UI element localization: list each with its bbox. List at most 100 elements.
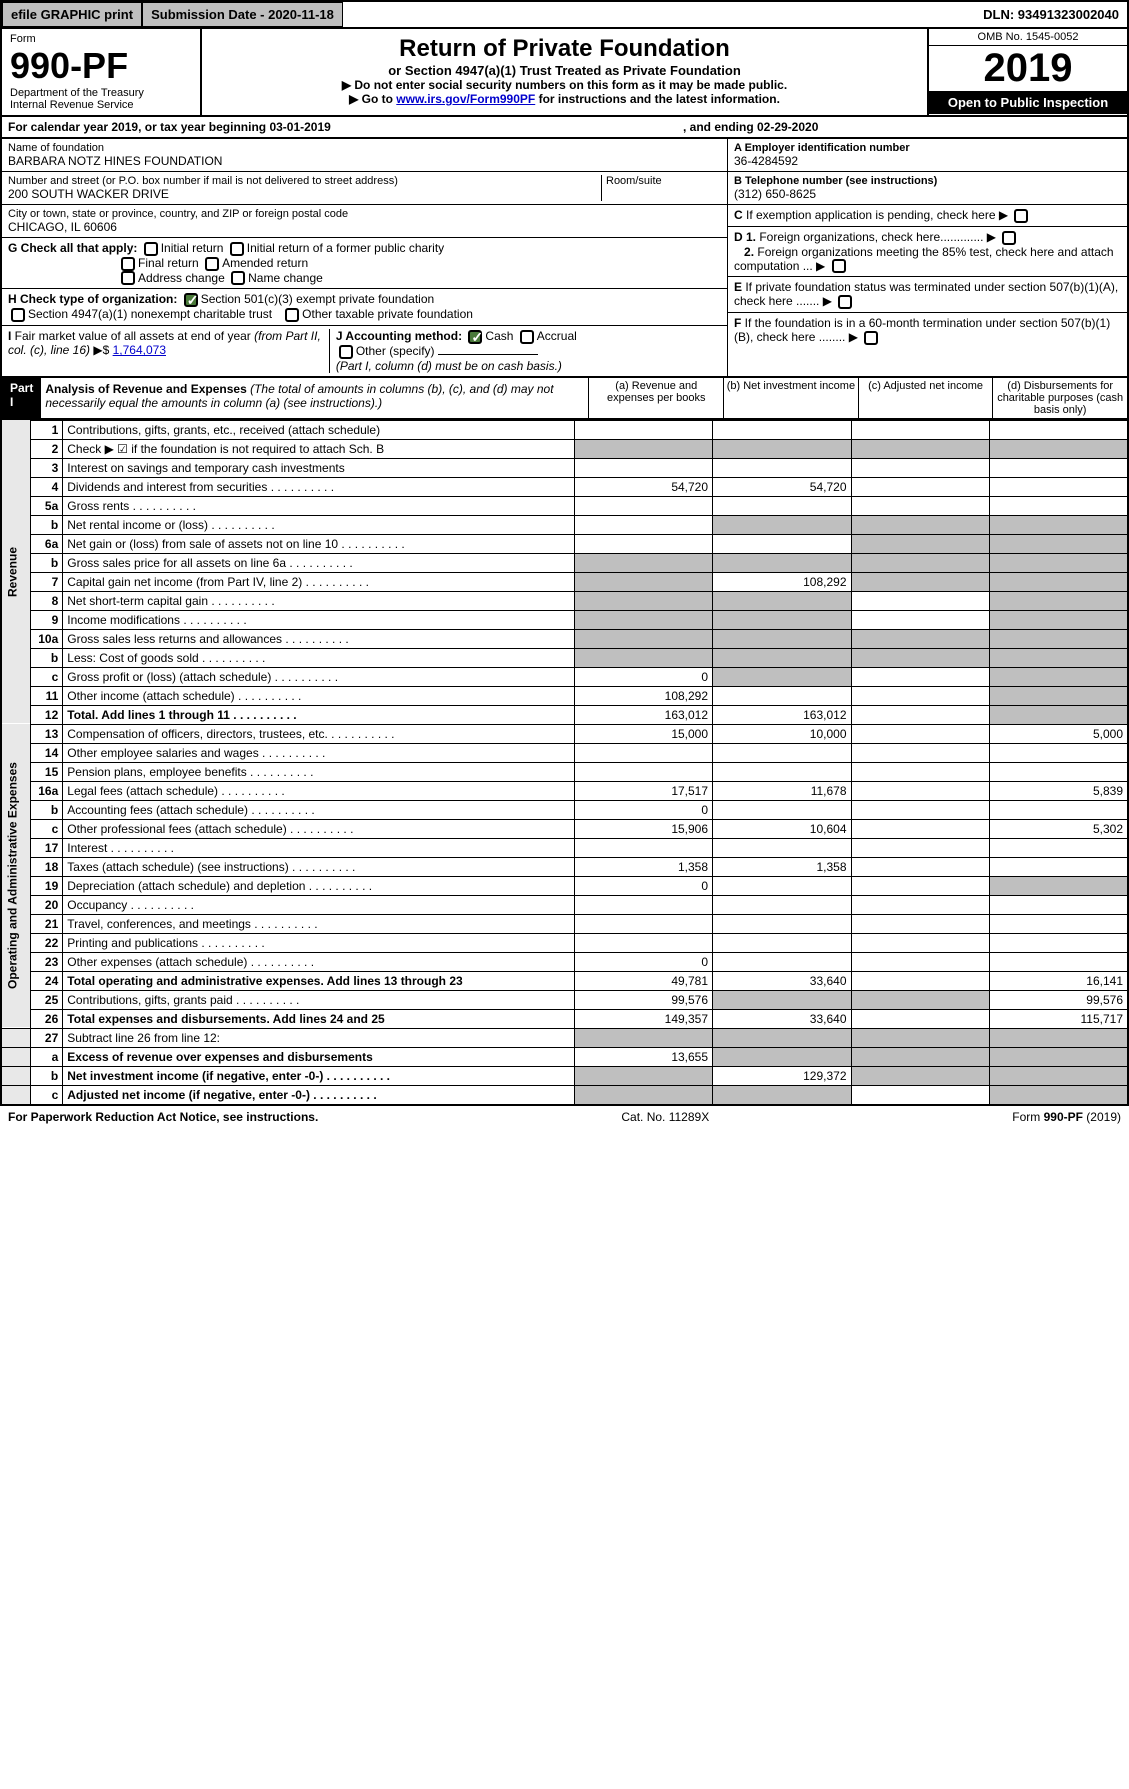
table-row: cGross profit or (loss) (attach schedule… bbox=[1, 667, 1128, 686]
value-cell bbox=[851, 667, 989, 686]
d-row: D 1. Foreign organizations, check here..… bbox=[728, 227, 1127, 278]
line-number: 16a bbox=[31, 781, 63, 800]
table-row: 5aGross rents bbox=[1, 496, 1128, 515]
table-row: 20Occupancy bbox=[1, 895, 1128, 914]
line-desc: Adjusted net income (if negative, enter … bbox=[63, 1085, 574, 1105]
501c3-checkbox[interactable] bbox=[184, 293, 198, 307]
addr-row: Number and street (or P.O. box number if… bbox=[2, 172, 727, 205]
value-cell bbox=[851, 591, 989, 610]
line-desc: Gross profit or (loss) (attach schedule) bbox=[63, 667, 574, 686]
line-desc: Accounting fees (attach schedule) bbox=[63, 800, 574, 819]
table-row: 4Dividends and interest from securities5… bbox=[1, 477, 1128, 496]
table-row: 23Other expenses (attach schedule)0 bbox=[1, 952, 1128, 971]
value-cell bbox=[851, 1028, 989, 1047]
table-row: 9Income modifications bbox=[1, 610, 1128, 629]
value-cell bbox=[851, 914, 989, 933]
value-cell bbox=[713, 933, 851, 952]
value-cell: 1,358 bbox=[713, 857, 851, 876]
value-cell bbox=[989, 838, 1128, 857]
line-desc: Net rental income or (loss) bbox=[63, 515, 574, 534]
line-desc: Interest bbox=[63, 838, 574, 857]
value-cell bbox=[574, 648, 712, 667]
efile-btn[interactable]: efile GRAPHIC print bbox=[2, 2, 142, 27]
header-right: OMB No. 1545-0052 2019 Open to Public In… bbox=[927, 29, 1127, 115]
value-cell bbox=[989, 1028, 1128, 1047]
initial-former-checkbox[interactable] bbox=[230, 242, 244, 256]
value-cell: 11,678 bbox=[713, 781, 851, 800]
d2-checkbox[interactable] bbox=[832, 259, 846, 273]
table-row: 25Contributions, gifts, grants paid99,57… bbox=[1, 990, 1128, 1009]
amended-checkbox[interactable] bbox=[205, 257, 219, 271]
value-cell: 99,576 bbox=[574, 990, 712, 1009]
value-cell: 17,517 bbox=[574, 781, 712, 800]
value-cell bbox=[989, 800, 1128, 819]
table-row: aExcess of revenue over expenses and dis… bbox=[1, 1047, 1128, 1066]
value-cell: 13,655 bbox=[574, 1047, 712, 1066]
value-cell bbox=[574, 1066, 712, 1085]
value-cell bbox=[851, 743, 989, 762]
line-desc: Total. Add lines 1 through 11 bbox=[63, 705, 574, 724]
value-cell bbox=[851, 781, 989, 800]
value-cell bbox=[574, 496, 712, 515]
footer-mid: Cat. No. 11289X bbox=[621, 1110, 709, 1124]
value-cell: 49,781 bbox=[574, 971, 712, 990]
table-row: 3Interest on savings and temporary cash … bbox=[1, 458, 1128, 477]
line-number: 14 bbox=[31, 743, 63, 762]
line-number: b bbox=[31, 800, 63, 819]
4947-checkbox[interactable] bbox=[11, 308, 25, 322]
value-cell bbox=[574, 591, 712, 610]
tel-value: (312) 650-8625 bbox=[734, 187, 1121, 201]
irs-link[interactable]: www.irs.gov/Form990PF bbox=[396, 92, 535, 106]
c-checkbox[interactable] bbox=[1014, 209, 1028, 223]
f-row: F If the foundation is in a 60-month ter… bbox=[728, 313, 1127, 348]
value-cell bbox=[989, 743, 1128, 762]
d1-checkbox[interactable] bbox=[1002, 231, 1016, 245]
note2: ▶ Go to www.irs.gov/Form990PF for instru… bbox=[208, 92, 921, 106]
initial-checkbox[interactable] bbox=[144, 242, 158, 256]
tel-row: B Telephone number (see instructions) (3… bbox=[728, 172, 1127, 205]
value-cell bbox=[713, 952, 851, 971]
value-cell: 15,000 bbox=[574, 724, 712, 743]
value-cell: 10,000 bbox=[713, 724, 851, 743]
value-cell bbox=[851, 800, 989, 819]
identity-right: A Employer identification number 36-4284… bbox=[727, 139, 1127, 376]
fmv-link[interactable]: 1,764,073 bbox=[113, 343, 166, 357]
value-cell bbox=[713, 591, 851, 610]
submission-btn[interactable]: Submission Date - 2020-11-18 bbox=[142, 2, 343, 27]
accrual-checkbox[interactable] bbox=[520, 330, 534, 344]
line-desc: Gross sales price for all assets on line… bbox=[63, 553, 574, 572]
value-cell bbox=[574, 629, 712, 648]
table-row: 8Net short-term capital gain bbox=[1, 591, 1128, 610]
value-cell bbox=[713, 420, 851, 439]
final-checkbox[interactable] bbox=[121, 257, 135, 271]
value-cell bbox=[851, 629, 989, 648]
line-number: c bbox=[31, 667, 63, 686]
f-checkbox[interactable] bbox=[864, 331, 878, 345]
addr-change-checkbox[interactable] bbox=[121, 271, 135, 285]
value-cell bbox=[713, 553, 851, 572]
value-cell bbox=[989, 477, 1128, 496]
value-cell bbox=[851, 572, 989, 591]
value-cell bbox=[713, 667, 851, 686]
value-cell bbox=[989, 439, 1128, 458]
e-row: E If private foundation status was termi… bbox=[728, 277, 1127, 313]
e-checkbox[interactable] bbox=[838, 295, 852, 309]
table-row: 11Other income (attach schedule)108,292 bbox=[1, 686, 1128, 705]
col-c-header: (c) Adjusted net income bbox=[858, 378, 993, 418]
cash-checkbox[interactable] bbox=[468, 330, 482, 344]
value-cell bbox=[713, 762, 851, 781]
value-cell bbox=[713, 458, 851, 477]
line-number: 18 bbox=[31, 857, 63, 876]
value-cell: 16,141 bbox=[989, 971, 1128, 990]
col-b-header: (b) Net investment income bbox=[723, 378, 858, 418]
table-row: 22Printing and publications bbox=[1, 933, 1128, 952]
name-change-checkbox[interactable] bbox=[231, 271, 245, 285]
other-tax-checkbox[interactable] bbox=[285, 308, 299, 322]
value-cell bbox=[851, 990, 989, 1009]
value-cell bbox=[989, 648, 1128, 667]
value-cell bbox=[989, 515, 1128, 534]
value-cell: 54,720 bbox=[713, 477, 851, 496]
value-cell bbox=[574, 420, 712, 439]
other-method-checkbox[interactable] bbox=[339, 345, 353, 359]
line-number: 15 bbox=[31, 762, 63, 781]
